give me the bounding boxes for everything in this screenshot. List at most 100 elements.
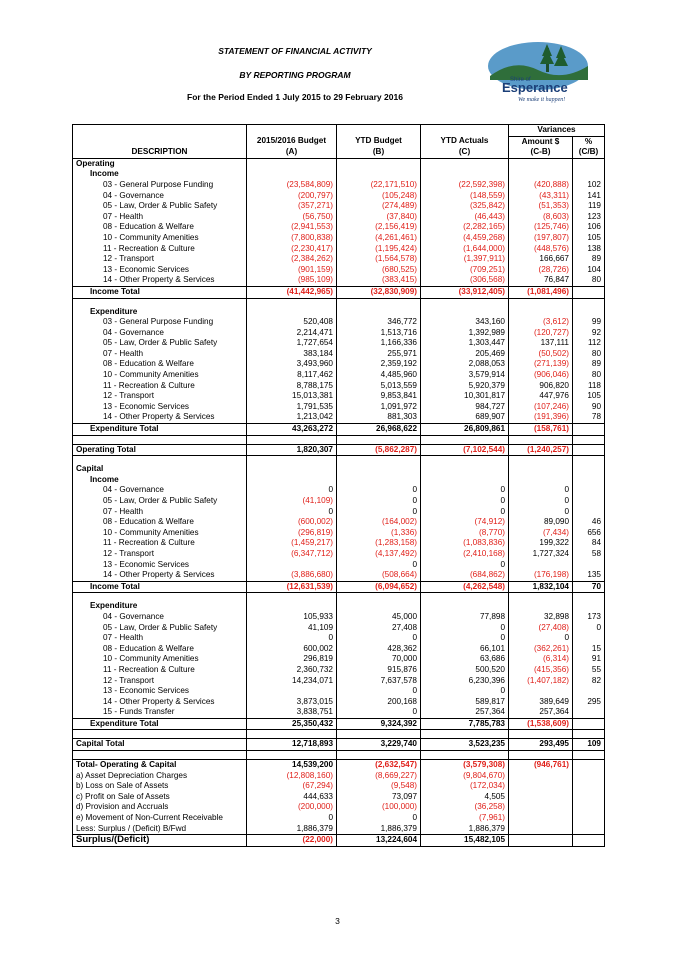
row-label: Operating	[72, 158, 247, 170]
row-value-budget: 14,234,071	[246, 675, 337, 687]
row-value-budget: 12,718,893	[246, 738, 337, 752]
table-row: 07 - Health 383,184 255,971 205,469 (50,502)…	[72, 348, 605, 360]
row-value-variance-pct: 15	[572, 643, 605, 655]
table-row: 04 - Governance 105,933 45,000 77,898 32,898…	[72, 611, 605, 623]
row-value-variance-amount: (7,434)	[508, 527, 573, 539]
table-row: 13 - Economic Services (901,159) (680,525)…	[72, 264, 605, 276]
row-value-variance-pct	[572, 834, 605, 847]
row-value-budget: 1,727,654	[246, 338, 337, 349]
row-value-ytd-budget	[336, 298, 421, 307]
row-value-budget: 1,886,379	[246, 823, 337, 835]
row-value-variance-amount: (1,538,609)	[508, 717, 573, 731]
row-value-ytd-budget: 4,485,960	[336, 370, 421, 381]
row-label: Operating Total	[72, 443, 247, 457]
row-value-variance-pct: 141	[572, 190, 605, 202]
row-label: Surplus/(Deficit)	[72, 834, 247, 847]
row-value-budget	[246, 474, 337, 486]
row-label: 14 - Other Property & Services	[72, 412, 247, 424]
row-value-ytd-actuals: (3,579,308)	[420, 759, 509, 771]
row-value-budget: 0	[246, 633, 337, 644]
table-row: c) Profit on Sale of Assets 444,633 73,097…	[72, 791, 605, 803]
row-value-variance-pct: 46	[572, 517, 605, 528]
row-value-budget: (6,347,712)	[246, 548, 337, 560]
row-value-ytd-budget: 9,324,392	[336, 717, 421, 731]
table-row: 03 - General Purpose Funding (23,584,809)…	[72, 179, 605, 191]
row-value-variance-amount: 1,727,324	[508, 548, 573, 560]
row-value-budget: (2,384,262)	[246, 254, 337, 265]
row-value-variance-pct	[572, 169, 605, 180]
row-value-variance-amount	[508, 298, 573, 307]
row-label: 10 - Community Amenities	[72, 232, 247, 244]
row-value-ytd-budget: 881,303	[336, 412, 421, 424]
row-value-variance-pct: 102	[572, 179, 605, 191]
row-value-variance-amount	[508, 791, 573, 803]
table-row: Income Total (41,442,965) (32,830,909) (33,…	[72, 285, 605, 299]
row-value-ytd-budget	[336, 592, 421, 602]
row-value-variance-pct	[572, 496, 605, 507]
row-value-variance-pct: 89	[572, 254, 605, 265]
row-value-variance-amount: (420,888)	[508, 179, 573, 191]
row-value-ytd-actuals: 3,579,914	[420, 370, 509, 381]
row-value-ytd-actuals: 1,886,379	[420, 823, 509, 835]
row-value-ytd-actuals: (684,862)	[420, 570, 509, 582]
row-value-budget: 0	[246, 506, 337, 518]
table-row: Operating Total 1,820,307 (5,862,287) (7,10…	[72, 443, 605, 457]
row-value-ytd-actuals	[420, 298, 509, 307]
row-value-ytd-budget: (6,094,652)	[336, 580, 421, 594]
row-label: d) Provision and Accruals	[72, 802, 247, 814]
row-value-variance-pct: 138	[572, 243, 605, 255]
table-row: Expenditure Total 43,263,272 26,968,622 26,…	[72, 423, 605, 436]
row-value-ytd-budget: 255,971	[336, 348, 421, 360]
row-value-variance-pct: 78	[572, 412, 605, 424]
row-value-ytd-budget: (4,137,492)	[336, 548, 421, 560]
row-label: b) Loss on Sale of Assets	[72, 781, 247, 792]
row-label: 12 - Transport	[72, 254, 247, 265]
row-value-budget	[246, 158, 337, 170]
ytd-budget-code: (B)	[336, 147, 421, 159]
table-row: 08 - Education & Welfare 600,002 428,362 66…	[72, 643, 605, 655]
row-value-variance-pct	[572, 158, 605, 170]
row-label: 11 - Recreation & Culture	[72, 380, 247, 392]
row-value-variance-amount	[508, 750, 573, 760]
table-row: 08 - Education & Welfare (2,941,553) (2,15…	[72, 222, 605, 233]
table-row: a) Asset Depreciation Charges (12,808,160…	[72, 770, 605, 782]
row-value-ytd-actuals: 1,392,989	[420, 327, 509, 339]
row-label: 04 - Governance	[72, 190, 247, 202]
row-value-ytd-budget: (5,862,287)	[336, 443, 421, 457]
table-row: 10 - Community Amenities 8,117,462 4,485,9…	[72, 370, 605, 381]
table-row: Expenditure	[72, 306, 605, 318]
row-value-variance-amount	[508, 592, 573, 602]
row-value-variance-pct: 58	[572, 548, 605, 560]
table-row: Capital Total 12,718,893 3,229,740 3,523,23…	[72, 738, 605, 752]
row-value-ytd-budget: (1,564,578)	[336, 254, 421, 265]
row-label: 11 - Recreation & Culture	[72, 538, 247, 549]
row-label: 13 - Economic Services	[72, 401, 247, 413]
row-value-budget	[246, 169, 337, 180]
row-value-ytd-actuals: 3,523,235	[420, 738, 509, 752]
row-value-ytd-budget: 0	[336, 813, 421, 824]
row-value-ytd-budget: (105,248)	[336, 190, 421, 202]
row-value-ytd-budget	[336, 306, 421, 318]
table-row: 05 - Law, Order & Public Safety 1,727,654…	[72, 338, 605, 349]
row-value-ytd-budget: (2,156,419)	[336, 222, 421, 233]
row-value-budget	[246, 464, 337, 475]
row-value-ytd-actuals: 2,088,053	[420, 359, 509, 371]
row-value-budget: (7,800,838)	[246, 232, 337, 244]
report-period: For the Period Ended 1 July 2015 to 29 F…	[187, 92, 403, 102]
row-value-ytd-budget: 73,097	[336, 791, 421, 803]
row-label: 08 - Education & Welfare	[72, 517, 247, 528]
row-label: Less: Surplus / (Deficit) B/Fwd	[72, 823, 247, 835]
row-value-variance-amount: 137,111	[508, 338, 573, 349]
row-value-variance-pct: 173	[572, 611, 605, 623]
table-row: 10 - Community Amenities (296,819) (1,336)…	[72, 527, 605, 539]
table-row: Total- Operating & Capital 14,539,200 (2,6…	[72, 759, 605, 771]
row-value-variance-pct	[572, 435, 605, 445]
row-value-ytd-actuals: (2,410,168)	[420, 548, 509, 560]
row-value-variance-pct: 118	[572, 380, 605, 392]
table-row: 05 - Law, Order & Public Safety 41,109 27,…	[72, 622, 605, 634]
row-value-variance-pct: 135	[572, 570, 605, 582]
row-value-ytd-actuals: (148,559)	[420, 190, 509, 202]
description-header: DESCRIPTION	[72, 147, 247, 159]
row-value-variance-pct: 84	[572, 538, 605, 549]
table-row: 12 - Transport 15,013,381 9,853,841 10,301,…	[72, 391, 605, 402]
